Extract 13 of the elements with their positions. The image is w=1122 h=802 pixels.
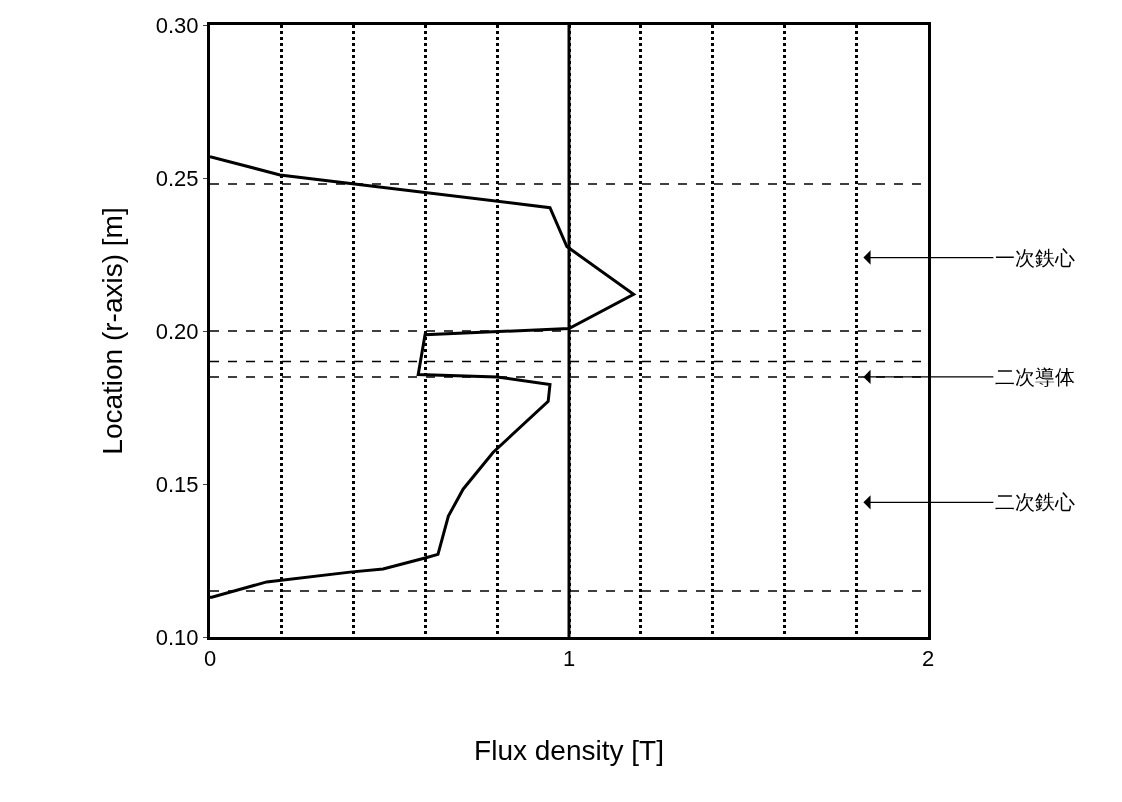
x-tick-label: 1 <box>562 646 576 672</box>
y-tick-label: 0.10 <box>155 624 199 650</box>
y-tick-label: 0.15 <box>155 471 199 497</box>
y-axis-title: Location (r-axis) [m] <box>97 207 129 455</box>
x-tick-label: 2 <box>921 646 935 672</box>
y-tick-label: 0.20 <box>155 318 199 344</box>
y-tick-label: 0.25 <box>155 165 199 191</box>
text: 一次鉄心 <box>995 247 1075 269</box>
y-tick-label: 0.30 <box>155 12 199 38</box>
text: 二次鉄心 <box>995 491 1075 513</box>
x-axis-title: Flux density [T] <box>474 734 664 766</box>
annotation: 二次導体 <box>995 366 1075 388</box>
x-tick-label: 0 <box>203 646 217 672</box>
